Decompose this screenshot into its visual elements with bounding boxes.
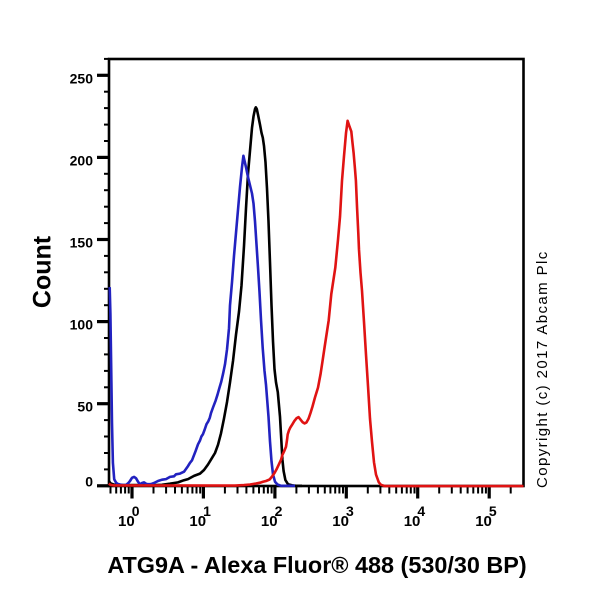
- svg-text:ATG9A - Alexa Fluor® 488 (530/: ATG9A - Alexa Fluor® 488 (530/30 BP): [107, 552, 526, 578]
- svg-text:200: 200: [70, 152, 94, 168]
- svg-text:150: 150: [70, 235, 94, 251]
- svg-text:250: 250: [70, 70, 94, 86]
- svg-text:100: 100: [70, 317, 94, 333]
- svg-text:Count: Count: [29, 235, 57, 308]
- svg-text:0: 0: [85, 473, 93, 489]
- svg-text:50: 50: [77, 399, 93, 415]
- svg-text:Copyright (c) 2017 Abcam Plc: Copyright (c) 2017 Abcam Plc: [534, 250, 551, 488]
